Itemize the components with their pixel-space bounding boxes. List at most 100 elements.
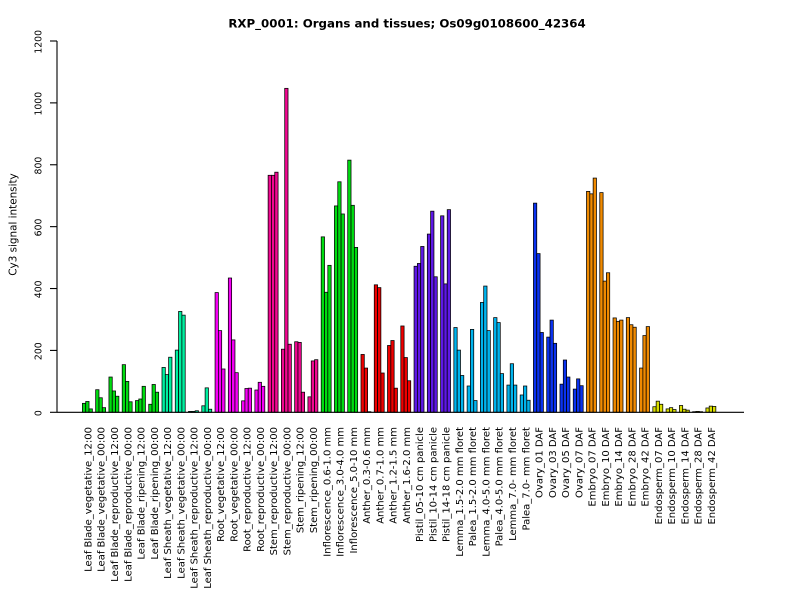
bar-Root_vegetative_12:00-rep2 <box>218 330 223 413</box>
bar-Ovary_05 DAF-rep2 <box>562 359 567 413</box>
bar-Root_reproductive_12:00-rep3 <box>247 387 252 413</box>
bar-Leaf Sheath_vegetative_12:00-rep3 <box>168 356 173 413</box>
x-tick-label: Root_vegetative_00:00 <box>229 427 240 542</box>
x-tick-label: Lemma_1.5-2.0 mm floret <box>455 427 466 557</box>
bar-Leaf Blade_reproductive_00:00-rep2 <box>125 380 130 413</box>
y-tick-label: 1200 <box>33 30 44 54</box>
bar-Leaf Blade_vegetative_00:00-rep2 <box>98 397 103 413</box>
bar-Embryo_42 DAF-rep2 <box>642 335 647 413</box>
x-tick-label: Root_reproductive_12:00 <box>243 427 254 552</box>
bar-Embryo_14 DAF-rep3 <box>619 319 624 413</box>
x-tick-label: Stem_ripening_00:00 <box>309 427 320 533</box>
bar-Lemma_7.0- mm floret-rep2 <box>509 363 514 413</box>
x-tick-label: Pistil_05-10 cm panicle <box>415 427 426 542</box>
bar-Pistil_10-14 cm panicle-rep3 <box>433 276 438 413</box>
x-tick-label: Ovary_07 DAF <box>574 427 585 498</box>
bar-Root_reproductive_12:00-rep2 <box>244 388 249 413</box>
bar-Root_reproductive_00:00-rep1 <box>254 389 259 413</box>
bar-Stem_ripening_12:00-rep1 <box>294 341 299 413</box>
x-tick-label: Lemma_4.0-5.0 mm floret <box>481 427 492 557</box>
x-tick-label: Lemma_7.0- mm floret <box>508 427 519 541</box>
x-tick-label: Ovary_03 DAF <box>548 427 559 498</box>
x-tick-label: Leaf Blade_vegetative_12:00 <box>83 427 94 572</box>
bar-Leaf Blade_vegetative_00:00-rep1 <box>95 389 100 413</box>
x-tick-label: Leaf Blade_ripening_00:00 <box>150 427 161 560</box>
bar-Stem_ripening_00:00-rep1 <box>307 396 312 413</box>
x-tick-label: Anther_0.3-0.6 mm <box>362 427 373 524</box>
bar-Embryo_28 DAF-rep2 <box>629 324 634 413</box>
x-tick-label: Leaf Sheath_vegetative_12:00 <box>163 427 174 579</box>
bar-Palea_7.0- mm floret-rep2 <box>523 385 528 413</box>
bar-Endosperm_42 DAF-rep2 <box>708 405 713 413</box>
x-tick-label: Endosperm_42 DAF <box>707 427 718 525</box>
bar-Inflorescence_5.0-10 mm-rep2 <box>350 204 355 413</box>
bar-Ovary_07 DAF-rep1 <box>572 388 577 413</box>
x-tick-label: Root_vegetative_12:00 <box>216 427 227 542</box>
bar-Anther_1.2-1.5 mm-rep1 <box>387 345 392 413</box>
bars-layer <box>82 87 717 413</box>
x-tick-label: Inflorescence_5.0-10 mm <box>349 427 360 554</box>
bar-Leaf Blade_ripening_00:00-rep2 <box>151 384 156 413</box>
bar-Stem_ripening_00:00-rep3 <box>314 359 319 413</box>
bar-Ovary_05 DAF-rep3 <box>566 376 571 413</box>
bar-Palea_7.0- mm floret-rep3 <box>526 399 531 413</box>
bar-Anther_1.2-1.5 mm-rep3 <box>393 387 398 413</box>
bar-Inflorescence_0.6-1.0 mm-rep3 <box>327 264 332 413</box>
x-tick-label: Ovary_05 DAF <box>561 427 572 498</box>
bar-Root_vegetative_12:00-rep3 <box>221 368 226 413</box>
x-tick-label: Embryo_42 DAF <box>641 427 652 507</box>
x-tick-label: Endosperm_10 DAF <box>667 427 678 525</box>
bar-Stem_reproductive_00:00-rep3 <box>287 343 292 413</box>
x-tick-label: Stem_reproductive_12:00 <box>269 427 280 555</box>
bar-Anther_1.6-2.0 mm-rep1 <box>400 325 405 413</box>
bar-Inflorescence_0.6-1.0 mm-rep2 <box>324 291 329 413</box>
bar-Palea_1.5-2.0 mm floret-rep1 <box>466 385 471 413</box>
bar-Ovary_01 DAF-rep3 <box>539 332 544 413</box>
x-tick-label: Leaf Blade_vegetative_00:00 <box>97 427 108 572</box>
bar-Root_reproductive_00:00-rep2 <box>257 381 262 413</box>
bar-Embryo_10 DAF-rep2 <box>602 280 607 413</box>
bar-Embryo_10 DAF-rep3 <box>606 272 611 413</box>
bar-Root_vegetative_12:00-rep1 <box>214 292 219 413</box>
bar-Stem_ripening_12:00-rep3 <box>300 391 305 413</box>
bar-Leaf Sheath_vegetative_00:00-rep3 <box>181 314 186 413</box>
bar-Pistil_14-18 cm panicle-rep2 <box>443 283 448 413</box>
bar-Leaf Blade_reproductive_12:00-rep3 <box>115 395 120 413</box>
bar-Endosperm_42 DAF-rep1 <box>705 407 710 413</box>
bar-Embryo_07 DAF-rep1 <box>586 190 591 413</box>
bar-Anther_1.6-2.0 mm-rep2 <box>403 357 408 413</box>
x-tick-label: Anther_0.7-1.0 mm <box>375 427 386 524</box>
bar-Stem_reproductive_12:00-rep2 <box>271 174 276 413</box>
bar-Leaf Blade_vegetative_12:00-rep1 <box>82 402 87 413</box>
bar-Stem_ripening_12:00-rep2 <box>297 341 302 413</box>
bar-Endosperm_07 DAF-rep3 <box>659 403 664 413</box>
bar-Endosperm_07 DAF-rep2 <box>655 400 660 413</box>
x-tick-label: Palea_7.0- mm floret <box>521 427 532 531</box>
bar-Anther_0.3-0.6 mm-rep2 <box>363 367 368 413</box>
bar-Pistil_05-10 cm panicle-rep1 <box>413 265 418 413</box>
x-tick-label: Leaf Blade_ripening_12:00 <box>137 427 148 560</box>
x-tick-label: Endosperm_07 DAF <box>654 427 665 525</box>
bar-Leaf Sheath_vegetative_12:00-rep2 <box>164 374 170 413</box>
bar-Ovary_03 DAF-rep2 <box>549 319 554 413</box>
bar-Lemma_1.5-2.0 mm floret-rep1 <box>453 327 458 413</box>
x-tick-label: Palea_4.0-5.0 mm floret <box>495 427 506 546</box>
x-tick-label: Anther_1.2-1.5 mm <box>389 427 400 524</box>
bar-Ovary_03 DAF-rep3 <box>552 342 558 413</box>
bar-Pistil_14-18 cm panicle-rep1 <box>440 215 445 413</box>
bar-Stem_ripening_00:00-rep2 <box>310 360 315 413</box>
bar-Lemma_7.0- mm floret-rep1 <box>506 384 511 413</box>
bar-Pistil_14-18 cm panicle-rep3 <box>446 209 451 413</box>
x-tick-label: Stem_ripening_12:00 <box>296 427 307 533</box>
x-tick-label: Anther_1.6-2.0 mm <box>402 427 413 524</box>
bar-Palea_7.0- mm floret-rep1 <box>519 394 524 413</box>
x-tick-label: Inflorescence_0.6-1.0 mm <box>322 427 333 557</box>
bar-Palea_4.0-5.0 mm floret-rep3 <box>499 373 504 413</box>
bar-Ovary_01 DAF-rep2 <box>536 253 541 413</box>
bar-Root_reproductive_12:00-rep1 <box>241 400 246 413</box>
bar-Embryo_14 DAF-rep1 <box>612 317 617 413</box>
x-tick-label: Embryo_14 DAF <box>614 427 625 507</box>
bar-Inflorescence_5.0-10 mm-rep1 <box>347 159 352 413</box>
y-tick-label: 400 <box>33 280 44 298</box>
bar-Inflorescence_5.0-10 mm-rep3 <box>353 247 359 413</box>
